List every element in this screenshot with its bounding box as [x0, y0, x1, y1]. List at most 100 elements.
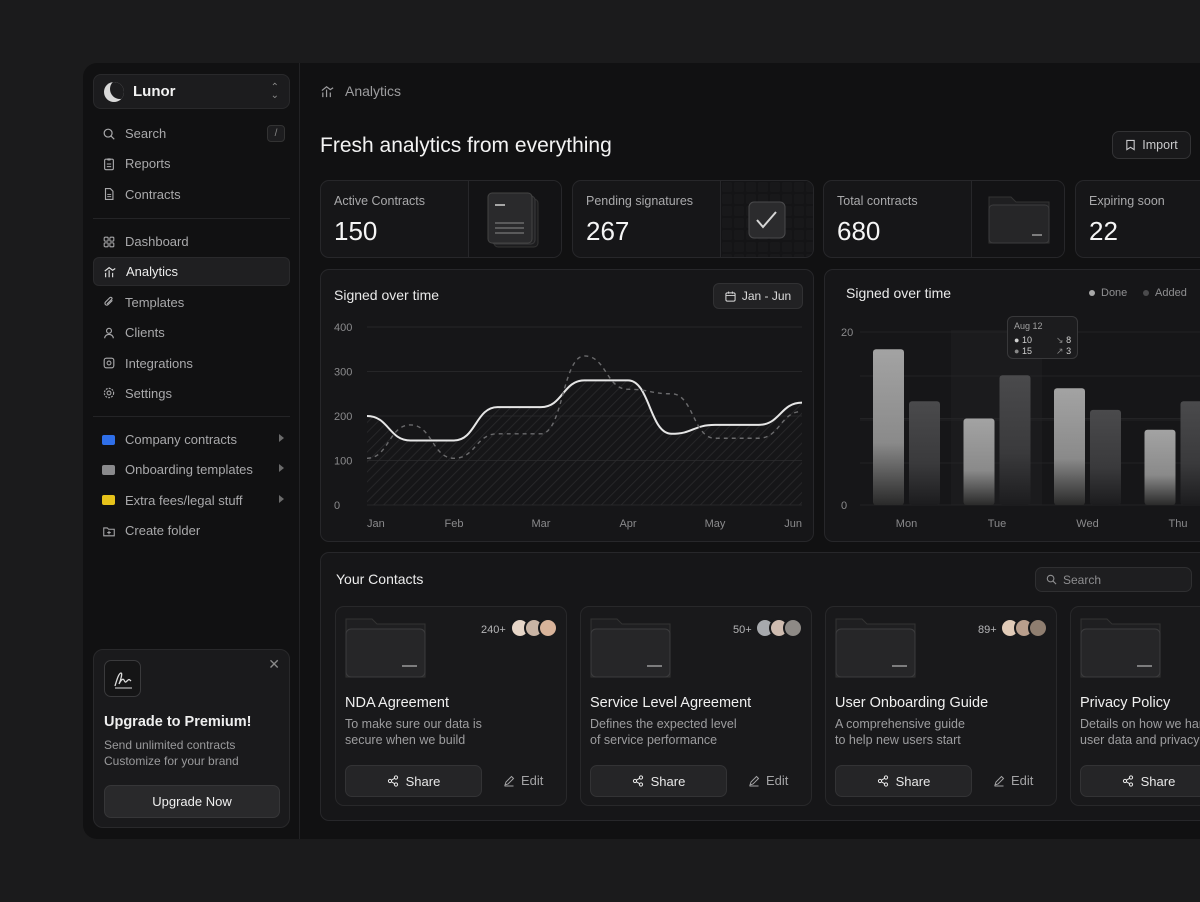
bar-done[interactable]: [963, 418, 995, 506]
share-label: Share: [895, 773, 931, 789]
promo-line-1: Send unlimited contracts: [104, 738, 236, 752]
expand-arrow-icon[interactable]: [279, 494, 284, 503]
grid-icon: [103, 236, 115, 247]
share-icon: [877, 775, 888, 787]
stat-value: 267: [586, 216, 630, 246]
sidebar-item-dashboard[interactable]: Dashboard: [93, 227, 290, 256]
stat-card-total[interactable]: Total contracts 680: [823, 180, 1065, 258]
sidebar-item-analytics[interactable]: Analytics: [93, 257, 290, 287]
edit-button[interactable]: Edit: [993, 773, 1033, 788]
stat-card-active[interactable]: Active Contracts 150: [320, 180, 562, 258]
search-item[interactable]: Search /: [93, 119, 290, 148]
workspace-switcher[interactable]: Lunor ⌃ ⌄: [93, 74, 290, 109]
bar-added[interactable]: [1090, 409, 1121, 505]
bar-done[interactable]: [1054, 388, 1085, 505]
contract-card[interactable]: 240+ NDA Agreement To make sure our data…: [335, 606, 567, 806]
bar-done[interactable]: [873, 349, 904, 505]
folder-onboarding-templates[interactable]: Onboarding templates: [93, 455, 290, 484]
stat-card-expiring[interactable]: Expiring soon 22: [1075, 180, 1200, 258]
share-label: Share: [1140, 773, 1176, 789]
import-button[interactable]: Import: [1112, 131, 1191, 159]
avatar-group[interactable]: [755, 618, 803, 638]
app-window: Lunor ⌃ ⌄ Search / Reports Contracts Dash…: [83, 63, 1200, 839]
promo-line-2: Customize for your brand: [104, 754, 239, 768]
stat-value: 150: [334, 216, 378, 246]
x-tick-label: Apr: [619, 518, 636, 530]
x-tick-label: Tue: [988, 518, 1007, 530]
user-icon: [104, 327, 114, 339]
avatar-group[interactable]: [1000, 618, 1048, 638]
gear-icon: [103, 388, 115, 399]
line-chart-card: Signed over time Jan - Jun 0 100 200 300 400…: [320, 269, 814, 542]
folder-icon: [102, 464, 115, 475]
member-count: 89+: [978, 624, 997, 636]
divider: [93, 218, 290, 219]
paperclip-icon: [104, 296, 113, 306]
contacts-panel: Your Contacts Search 240+ NDA Agreement …: [320, 552, 1200, 821]
share-button[interactable]: Share: [835, 765, 972, 797]
edit-button[interactable]: Edit: [748, 773, 788, 788]
pencil-icon: [994, 775, 1005, 786]
expand-arrow-icon[interactable]: [279, 464, 284, 473]
y-tick-label: 200: [334, 411, 352, 423]
sidebar-item-templates[interactable]: Templates: [93, 288, 290, 317]
stat-value: 22: [1089, 216, 1118, 246]
date-range-picker[interactable]: Jan - Jun: [713, 283, 803, 309]
card-description: Defines the expected level of service per…: [590, 716, 737, 748]
close-icon[interactable]: ✕: [268, 656, 280, 672]
card-description: A comprehensive guide to help new users s…: [835, 716, 965, 748]
folder-company-contracts[interactable]: Company contracts: [93, 425, 290, 454]
stat-card-pending[interactable]: Pending signatures 267: [572, 180, 814, 258]
bar-done[interactable]: [1144, 429, 1176, 505]
share-icon: [632, 775, 643, 787]
legend-added: Added: [1143, 287, 1187, 299]
share-button[interactable]: Share: [345, 765, 482, 797]
tooltip-added: ● 15: [1014, 346, 1032, 356]
divider: [93, 416, 290, 417]
sidebar-item-contracts[interactable]: Contracts: [93, 180, 290, 209]
share-button[interactable]: Share: [590, 765, 727, 797]
share-button[interactable]: Share: [1080, 765, 1200, 797]
contacts-search-input[interactable]: Search: [1035, 567, 1192, 592]
desc-line: of service performance: [590, 733, 718, 747]
folder-label: Onboarding templates: [125, 462, 253, 478]
create-folder-button[interactable]: Create folder: [93, 516, 290, 545]
contract-card[interactable]: Privacy Policy Details on how we handle u…: [1070, 606, 1200, 806]
date-range-label: Jan - Jun: [741, 289, 792, 303]
contract-card[interactable]: 89+ User Onboarding Guide A comprehensiv…: [825, 606, 1057, 806]
stat-label: Active Contracts: [334, 194, 426, 208]
sidebar-item-integrations[interactable]: Integrations: [93, 349, 290, 378]
contract-card[interactable]: 50+ Service Level Agreement Defines the …: [580, 606, 812, 806]
bar-added[interactable]: [1180, 401, 1200, 505]
promo-title: Upgrade to Premium!: [104, 714, 252, 730]
y-tick-label: 100: [334, 456, 352, 468]
x-tick-label: Thu: [1169, 518, 1188, 530]
chart-title: Signed over time: [334, 287, 440, 303]
edit-button[interactable]: Edit: [503, 773, 543, 788]
desc-line: to help new users start: [835, 733, 961, 747]
folder-icon: [102, 434, 115, 445]
expand-arrow-icon[interactable]: [279, 434, 284, 442]
avatar-group[interactable]: [510, 618, 558, 638]
sidebar-item-settings[interactable]: Settings: [93, 379, 290, 408]
share-icon: [1122, 775, 1133, 787]
stat-value: 680: [837, 216, 881, 246]
avatar: [538, 618, 558, 638]
import-label: Import: [1142, 138, 1178, 152]
search-shortcut: /: [267, 125, 285, 142]
x-tick-label: Jun: [784, 518, 802, 530]
legend-label: Done: [1101, 287, 1128, 299]
bookmark-icon: [1126, 139, 1135, 151]
tooltip-down-value: 3: [1066, 346, 1072, 356]
sidebar-item-clients[interactable]: Clients: [93, 318, 290, 347]
upgrade-now-button[interactable]: Upgrade Now: [104, 785, 280, 818]
bar-added[interactable]: [909, 401, 940, 505]
bar-added[interactable]: [999, 375, 1031, 505]
pencil-icon: [504, 775, 515, 786]
sidebar-item-reports[interactable]: Reports: [93, 149, 290, 178]
chart-tooltip: Aug 12 ● 10 ● 15 ↘ 8 ↗ 3: [1007, 316, 1078, 359]
desc-line: secure when we build: [345, 733, 466, 747]
share-label: Share: [650, 773, 686, 789]
tooltip-up: ↘ 8: [1056, 335, 1071, 346]
folder-extra-fees[interactable]: Extra fees/legal stuff: [93, 486, 290, 515]
